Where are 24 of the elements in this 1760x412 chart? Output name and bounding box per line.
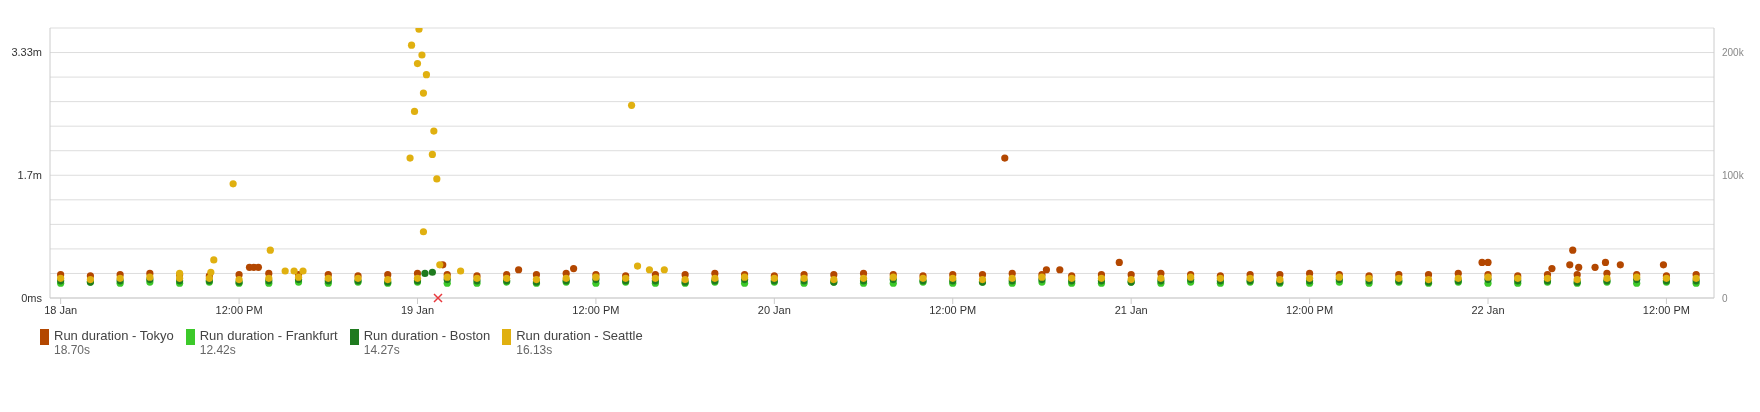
- x-tick-label: 12:00 PM: [929, 303, 977, 316]
- x-tick-label: 20 Jan: [757, 303, 791, 316]
- y2-tick-label: 100k: [1722, 169, 1745, 181]
- y-tick-label: 1.7m: [17, 169, 42, 182]
- x-tick-label: 12:00 PM: [1642, 303, 1690, 316]
- legend-label: Run duration - Seattle: [516, 328, 643, 343]
- x-tick-label: 22 Jan: [1471, 303, 1505, 316]
- x-tick-label: 18 Jan: [44, 303, 78, 316]
- y2-tick-label: 200k: [1722, 47, 1745, 59]
- y2-tick-label: 0: [1722, 292, 1728, 304]
- y-tick-label: 0ms: [21, 291, 43, 304]
- legend-label: Run duration - Tokyo: [54, 328, 174, 343]
- text: 16.13s: [516, 343, 554, 357]
- legend-label: Run duration - Boston: [363, 328, 491, 343]
- text: 18.70s: [54, 343, 92, 357]
- y-tick-label: 3.33m: [11, 46, 42, 59]
- x-tick-label: 12:00 PM: [572, 303, 620, 316]
- x-tick-label: 19 Jan: [400, 303, 435, 316]
- x-tick-label: 12:00 PM: [1286, 303, 1334, 316]
- legend-label: Run duration - Frankfurt: [199, 328, 338, 343]
- text: 14.27s: [363, 343, 401, 357]
- text: 12.42s: [199, 343, 237, 357]
- x-tick-label: 12:00 PM: [215, 303, 263, 316]
- x-tick-label: 21 Jan: [1114, 303, 1148, 316]
